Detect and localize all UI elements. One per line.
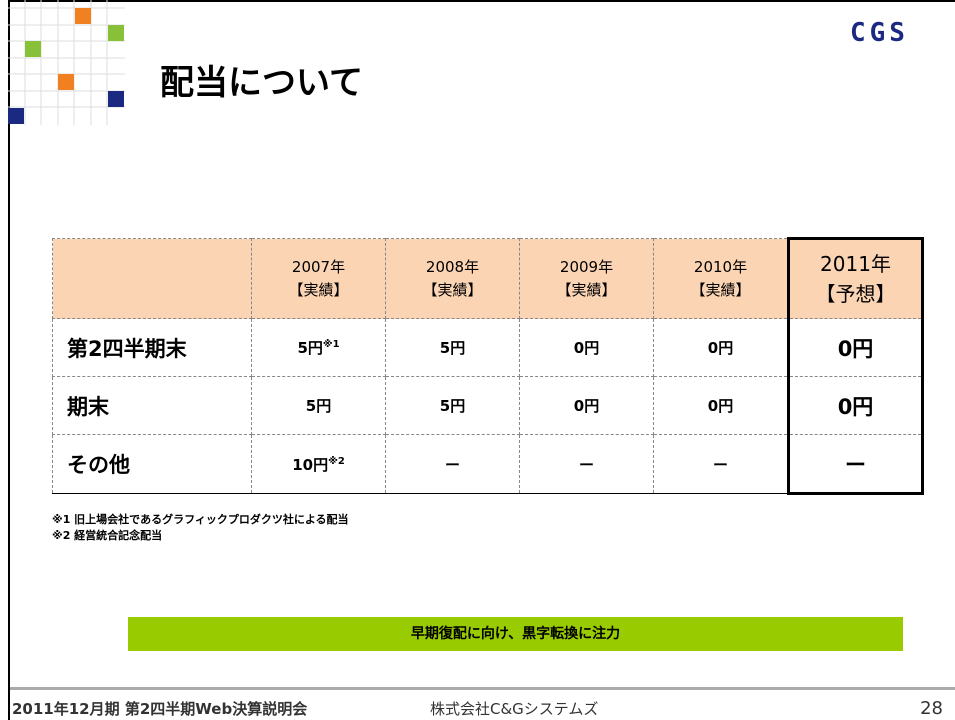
notes: ※1 旧上場会社であるグラフィックプロダクツ社による配当 ※2 経営統合記念配当 (52, 512, 349, 544)
cell-value: 0円 (837, 394, 874, 419)
header-cell: 2007年【実績】 (251, 238, 386, 319)
header-year: 2010年 (693, 258, 748, 276)
cell-note: ※1 (322, 339, 340, 350)
cell: 0円 (519, 376, 654, 435)
cell-value: 0円 (707, 397, 734, 415)
cell-note: ※2 (328, 455, 345, 467)
corner-cell (52, 238, 252, 319)
cell-value: 0円 (573, 397, 600, 415)
footer-event: 2011年12月期 第2四半期Web決算説明会 (12, 700, 308, 718)
banner: 早期復配に向け、黒字転換に注力 (128, 617, 903, 651)
footer-company: 株式会社C&Gシステムズ (430, 700, 599, 718)
header-cell: 2009年【実績】 (519, 238, 654, 319)
header-kind: 【実績】 (556, 280, 617, 299)
cell-value: 5円 (297, 339, 323, 357)
note: ※2 経営統合記念配当 (52, 529, 163, 542)
header-year: 2008年 (425, 258, 480, 276)
mosaic (8, 0, 125, 125)
row-label: 期末 (52, 376, 252, 435)
cell: 5円※1 (251, 318, 386, 377)
footer-line (10, 687, 955, 690)
cell: 0円 (787, 376, 924, 435)
cell: ー (385, 434, 520, 494)
header-cell: 2010年【実績】 (653, 238, 789, 319)
header-kind: 【予想】 (815, 282, 896, 306)
cell: 5円 (385, 318, 520, 377)
header-year: 2011年 (820, 252, 891, 276)
dividend-table: 2007年 【実績】 2008年 【実績】 2009年 【実績】 2010年 【実績】 2011… (52, 237, 924, 495)
cell: 0円 (653, 376, 789, 435)
cell-value: ー (712, 455, 728, 474)
frame (8, 0, 955, 720)
cell: 0円 (653, 318, 789, 377)
cell-value: ー (845, 452, 866, 477)
header-cell: 2011年【予想】 (787, 237, 924, 319)
header-kind: 【実績】 (422, 280, 483, 299)
header-year: 2007年 (291, 258, 346, 276)
cell: 0円 (519, 318, 654, 377)
header-year: 2009年 (559, 258, 614, 276)
header-row: 2007年 【実績】 2008年 【実績】 2009年 【実績】 2010年 【実績】 2011… (52, 237, 924, 319)
row-label: その他 (52, 434, 252, 494)
cell: ー (787, 434, 924, 495)
logo: CGS (850, 18, 909, 48)
cell: 10円※2 (251, 434, 386, 494)
cell-value: ー (578, 455, 594, 474)
cell-value: 0円 (573, 339, 600, 357)
header-kind: 【実績】 (690, 280, 751, 299)
cell: 0円 (787, 318, 924, 377)
header-kind: 【実績】 (288, 280, 349, 299)
header-cell: 2008年【実績】 (385, 238, 520, 319)
cell-value: 5円 (305, 397, 332, 415)
cell: 5円 (385, 376, 520, 435)
title: 配当について (160, 63, 363, 103)
cell: ー (519, 434, 654, 494)
cell-value: ー (444, 455, 460, 474)
cell-value: 0円 (707, 339, 734, 357)
row: 期末 5円 5円 0円 0円 0円 (52, 376, 924, 435)
cell: 5円 (251, 376, 386, 435)
note: ※1 旧上場会社であるグラフィックプロダクツ社による配当 (52, 513, 349, 526)
row: 第2四半期末 5円※1 5円 0円 0円 0円 (52, 318, 924, 377)
cell: ー (653, 434, 789, 494)
cell-value: 0円 (837, 336, 874, 361)
row: その他 10円※2 ーーーー (52, 434, 924, 495)
row-label: 第2四半期末 (52, 318, 252, 377)
page-number: 28 (920, 698, 943, 719)
cell-value: 5円 (439, 339, 466, 357)
cell-value: 5円 (439, 397, 466, 415)
cell-value: 10円 (292, 455, 329, 474)
